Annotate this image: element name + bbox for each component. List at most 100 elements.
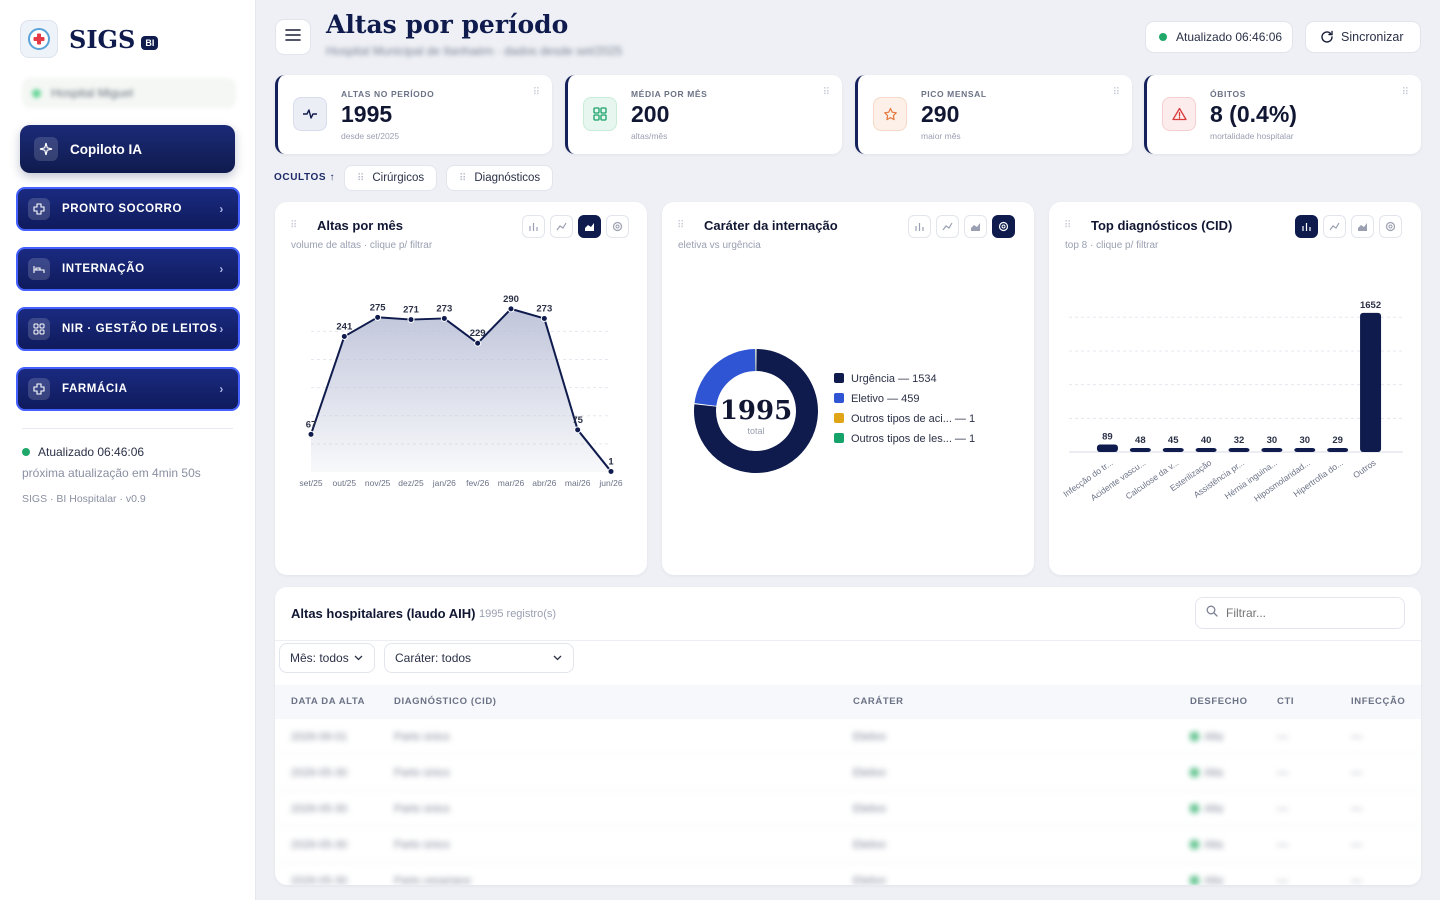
chevron-down-icon xyxy=(552,652,563,663)
drag-handle-icon[interactable]: ⠿ xyxy=(1064,220,1072,231)
x-tick-label: jun/26 xyxy=(598,478,622,488)
chevron-right-icon: › xyxy=(219,202,224,216)
column-header[interactable]: INFECÇÃO xyxy=(1351,696,1406,707)
donut-chart-icon[interactable] xyxy=(992,215,1015,238)
bar xyxy=(1294,448,1316,452)
data-label: 30 xyxy=(1267,435,1278,446)
bar-chart-icon[interactable] xyxy=(522,215,545,238)
data-label: 273 xyxy=(436,303,452,314)
table-row[interactable]: 2026-05-30 Parto cesariano Eletivo Alta — — xyxy=(275,863,1421,885)
kpi-obitos[interactable]: ÓBITOS 8 (0.4%) mortalidade hospitalar ⠿ xyxy=(1144,75,1421,154)
month-filter-select[interactable]: Mês: todos xyxy=(279,643,375,673)
column-header[interactable]: CARÁTER xyxy=(853,696,904,707)
bar-chart-icon[interactable] xyxy=(908,215,931,238)
donut-chart-icon[interactable] xyxy=(1379,215,1402,238)
nav-pronto-socorro[interactable]: PRONTO SOCORRO › xyxy=(16,187,240,231)
brand-logo[interactable]: SIGS BI xyxy=(20,20,159,58)
line-chart-icon[interactable] xyxy=(550,215,573,238)
data-point xyxy=(607,467,615,475)
legend-label: Urgência — 1534 xyxy=(851,373,937,385)
table-cell: Alta xyxy=(1204,731,1223,743)
column-header[interactable]: DIAGNÓSTICO (CID) xyxy=(394,696,497,707)
table-search[interactable] xyxy=(1195,597,1405,629)
column-header[interactable]: DESFECHO xyxy=(1190,696,1248,707)
page-title: Altas por período xyxy=(326,10,569,39)
menu-toggle-button[interactable] xyxy=(275,19,311,55)
area-chart-icon[interactable] xyxy=(1351,215,1374,238)
bar-chart-icon[interactable] xyxy=(1295,215,1318,238)
area-chart[interactable]: 67 set/25 241 out/25 275 nov/25 271 dez/25 273 ja… xyxy=(275,272,647,572)
divider xyxy=(22,428,233,429)
kpi-pico-mensal[interactable]: PICO MENSAL 290 maior mês ⠿ xyxy=(855,75,1132,154)
table-row[interactable]: 2026-05-30 Parto único Eletivo Alta — — xyxy=(275,827,1421,863)
x-tick-label: fev/26 xyxy=(466,478,489,488)
line-chart-icon[interactable] xyxy=(1323,215,1346,238)
area-chart-icon[interactable] xyxy=(578,215,601,238)
series-line xyxy=(310,307,612,473)
nav-nir-gestao-leitos[interactable]: NIR · GESTÃO DE LEITOS › xyxy=(16,307,240,351)
hospital-selector[interactable]: Hospital Miguel xyxy=(22,78,236,108)
table-cell: Parto único xyxy=(394,839,450,851)
donut-chart-icon[interactable] xyxy=(606,215,629,238)
grid-icon xyxy=(28,318,50,340)
chevron-right-icon: › xyxy=(219,262,224,276)
kpi-altas-periodo[interactable]: ALTAS NO PERÍODO 1995 desde set/2025 ⠿ xyxy=(275,75,552,154)
table-cell: — xyxy=(1351,839,1362,851)
divider xyxy=(275,640,1421,641)
copilot-button[interactable]: Copiloto IA xyxy=(20,125,235,173)
column-header[interactable]: CTI xyxy=(1277,696,1295,707)
table-cell: Parto único xyxy=(394,767,450,779)
table-row[interactable]: 2026-05-30 Parto único Eletivo Alta — — xyxy=(275,791,1421,827)
carater-filter-select[interactable]: Caráter: todos xyxy=(384,643,574,673)
card-subtitle: volume de altas · clique p/ filtrar xyxy=(291,240,433,251)
donut-slice xyxy=(694,349,756,407)
table-cell: — xyxy=(1351,875,1362,885)
kpi-label: ÓBITOS xyxy=(1210,89,1247,99)
drag-handle-icon[interactable]: ⠿ xyxy=(677,220,685,231)
outcome-status-dot xyxy=(1190,768,1199,777)
line-chart-icon[interactable] xyxy=(936,215,959,238)
hidden-toggle[interactable]: OCULTOS ↑ xyxy=(274,172,336,183)
drag-handle-icon[interactable]: ⠿ xyxy=(822,87,830,98)
table-row[interactable]: 2026-05-30 Parto único Eletivo Alta — — xyxy=(275,755,1421,791)
table-cell: Alta xyxy=(1204,803,1223,815)
page-subtitle: Hospital Municipal de Itanhaém · dados d… xyxy=(326,44,623,58)
bar xyxy=(1228,448,1250,452)
sync-button[interactable]: Sincronizar xyxy=(1305,21,1421,53)
drag-handle-icon[interactable]: ⠿ xyxy=(1112,87,1120,98)
hidden-chip-diagnosticos[interactable]: ⠿ Diagnósticos xyxy=(446,165,554,191)
drag-handle-icon[interactable]: ⠿ xyxy=(290,220,298,231)
nav-internacao[interactable]: INTERNAÇÃO › xyxy=(16,247,240,291)
card-subtitle: top 8 · clique p/ filtrar xyxy=(1065,240,1159,251)
legend-swatch xyxy=(834,393,844,403)
kpi-media-mes[interactable]: MÉDIA POR MÊS 200 altas/mês ⠿ xyxy=(565,75,842,154)
table-cell: — xyxy=(1277,731,1288,743)
search-icon xyxy=(1206,604,1218,622)
x-tick-label: mar/26 xyxy=(498,478,525,488)
update-time: Atualizado 06:46:06 xyxy=(1176,30,1283,44)
grid-icon xyxy=(583,97,617,131)
search-input[interactable] xyxy=(1226,606,1386,620)
drag-handle-icon[interactable]: ⠿ xyxy=(532,87,540,98)
nav-farmacia[interactable]: FARMÁCIA › xyxy=(16,367,240,411)
chart-type-toolbar xyxy=(908,215,1015,238)
data-label: 290 xyxy=(503,294,519,305)
table-cell: Alta xyxy=(1204,767,1223,779)
x-tick-label: abr/26 xyxy=(532,478,556,488)
table-cell: 2026-06-01 xyxy=(291,731,348,743)
area-chart-icon[interactable] xyxy=(964,215,987,238)
data-label: 1652 xyxy=(1360,300,1381,311)
drag-handle-icon[interactable]: ⠿ xyxy=(1401,87,1409,98)
status-dot xyxy=(32,88,41,98)
hidden-chip-cirurgicos[interactable]: ⠿ Cirúrgicos xyxy=(344,165,438,191)
x-tick-label: jan/26 xyxy=(432,478,456,488)
table-row[interactable]: 2026-06-01 Parto único Eletivo Alta — — xyxy=(275,719,1421,755)
table-cell: Eletivo xyxy=(853,839,887,851)
table-cell: Eletivo xyxy=(853,875,887,885)
data-point xyxy=(307,430,315,438)
column-header[interactable]: DATA DA ALTA xyxy=(291,696,366,707)
area-fill xyxy=(311,308,611,472)
pulse-icon xyxy=(293,97,327,131)
